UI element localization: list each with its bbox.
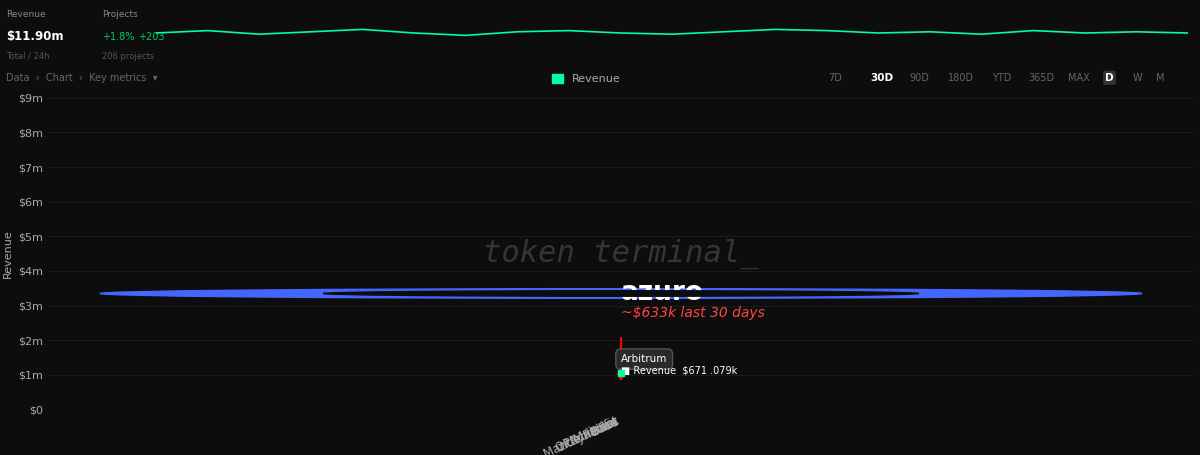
Text: 30D: 30D: [870, 73, 893, 83]
Text: D: D: [1105, 73, 1114, 83]
Text: Data  ›  Chart  ›  Key metrics  ▾: Data › Chart › Key metrics ▾: [6, 73, 157, 83]
Text: Arbitrum: Arbitrum: [622, 354, 667, 364]
Text: 180D: 180D: [948, 73, 974, 83]
Text: 90D: 90D: [910, 73, 930, 83]
Text: ~$633k last 30 days: ~$633k last 30 days: [620, 306, 764, 319]
Text: M: M: [1156, 73, 1164, 83]
Text: W: W: [1133, 73, 1142, 83]
Text: Revenue: Revenue: [6, 10, 46, 19]
Text: 365D: 365D: [1028, 73, 1055, 83]
Text: token terminal_: token terminal_: [484, 238, 758, 269]
Circle shape: [323, 291, 919, 296]
Circle shape: [100, 288, 1142, 298]
Text: azuro: azuro: [622, 280, 704, 307]
Text: 206 projects: 206 projects: [102, 51, 155, 61]
Y-axis label: Revenue: Revenue: [2, 229, 12, 278]
Text: $11.90m: $11.90m: [6, 30, 64, 43]
Text: MAX: MAX: [1068, 73, 1090, 83]
Text: ■ Revenue  $671 .079k: ■ Revenue $671 .079k: [622, 365, 737, 375]
Legend: Revenue: Revenue: [548, 69, 625, 88]
Text: Total / 24h: Total / 24h: [6, 51, 49, 61]
Text: Projects: Projects: [102, 10, 138, 19]
Text: YTD: YTD: [992, 73, 1012, 83]
Text: +203: +203: [138, 32, 164, 42]
Text: +1.8%: +1.8%: [102, 32, 134, 42]
Text: 7D: 7D: [828, 73, 842, 83]
